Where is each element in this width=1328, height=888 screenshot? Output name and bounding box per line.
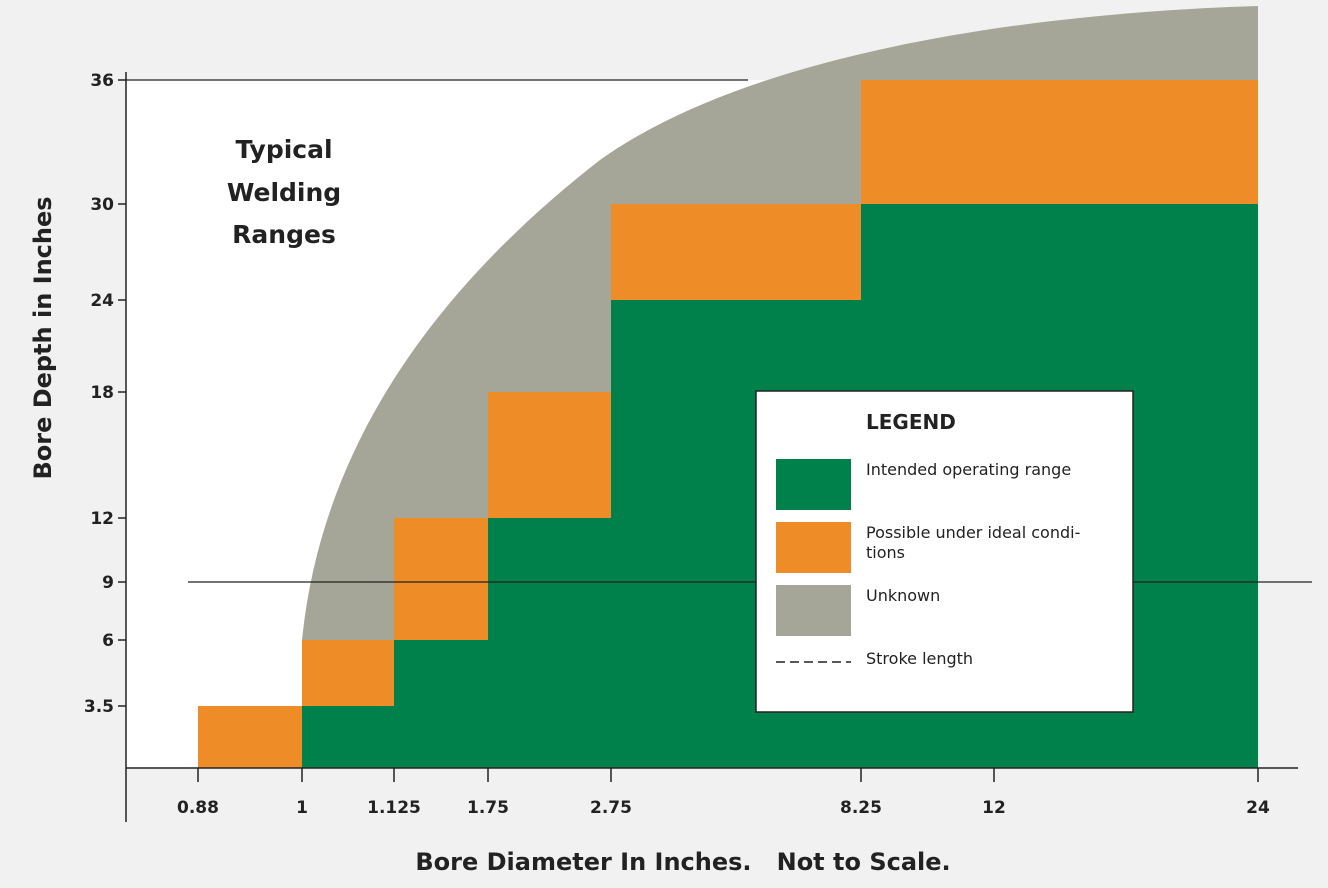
y-tick-label-12: 12 — [90, 509, 114, 529]
legend: LEGEND Intended operating range Possible … — [755, 390, 1134, 713]
x-axis-title: Bore Diameter In Inches. Not to Scale. — [415, 848, 950, 876]
chart-title-line-2: Welding — [227, 178, 341, 207]
y-tick-label-24: 24 — [90, 291, 114, 311]
x-tick-label-8.25: 8.25 — [840, 798, 882, 818]
legend-label-2-line-2: tions — [866, 543, 905, 562]
x-tick-label-24: 24 — [1246, 798, 1270, 818]
axes-layer: 3.5 6 9 12 18 24 30 36 0.88 1 1.125 1.75 2.75 8.25 12 2… — [84, 71, 1312, 822]
legend-label-2-line-1: Possible under ideal condi- — [866, 523, 1080, 542]
region-possible-block-4 — [488, 392, 611, 518]
chart-title-line-1: Typical — [235, 135, 332, 164]
x-tick-label-1: 1 — [296, 798, 308, 818]
region-possible-block-5 — [611, 204, 861, 300]
region-possible-block-1 — [198, 706, 302, 768]
region-possible-block-6 — [861, 80, 1258, 204]
legend-swatch-1 — [776, 459, 851, 510]
y-tick-label-30: 30 — [90, 195, 114, 215]
y-tick-label-18: 18 — [90, 383, 114, 403]
region-possible-block-2 — [302, 640, 394, 706]
legend-label-3-line-1: Unknown — [866, 586, 940, 605]
region-possible-block-3 — [394, 518, 488, 640]
y-tick-label-3.5: 3.5 — [84, 697, 114, 717]
x-tick-label-1.75: 1.75 — [467, 798, 509, 818]
y-axis-title: Bore Depth in Inches — [29, 196, 57, 479]
y-tick-label-6: 6 — [102, 631, 114, 651]
y-tick-label-36: 36 — [90, 71, 114, 91]
legend-label-4-line-1: Stroke length — [866, 649, 973, 668]
legend-title: LEGEND — [866, 410, 956, 434]
x-tick-label-2.75: 2.75 — [590, 798, 632, 818]
x-tick-label-1.125: 1.125 — [367, 798, 421, 818]
x-tick-label-0.88: 0.88 — [177, 798, 219, 818]
y-tick-label-9: 9 — [102, 573, 114, 593]
chart-title-line-3: Ranges — [232, 220, 336, 249]
x-tick-label-12: 12 — [982, 798, 1006, 818]
legend-items: Intended operating range Possible under i… — [776, 459, 1080, 668]
legend-label-1-line-1: Intended operating range — [866, 460, 1071, 479]
legend-swatch-3 — [776, 585, 851, 636]
legend-swatch-2 — [776, 522, 851, 573]
